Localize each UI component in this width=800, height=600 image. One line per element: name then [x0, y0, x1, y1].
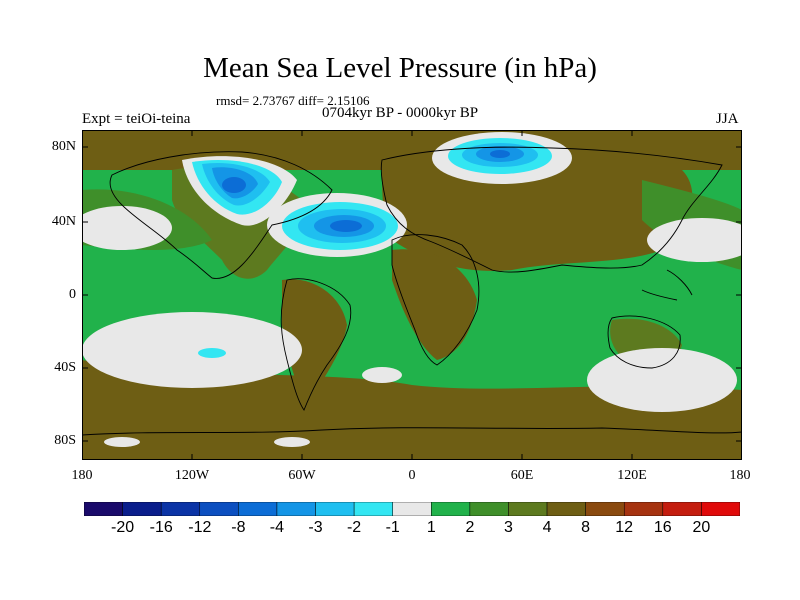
lon-label-120w: 120W [174, 468, 210, 483]
period-subtitle: 0704kyr BP - 0000kyr BP [321, 105, 479, 121]
colorbar-swatch [122, 502, 162, 516]
experiment-label: Expt = teiOi-teina [82, 111, 191, 127]
southern-ocean-band [82, 360, 742, 460]
africa-field [392, 249, 477, 360]
lat-label-80s: 80S [54, 433, 76, 448]
lon-label-60e: 60E [510, 468, 534, 483]
colorbar-swatch [623, 502, 664, 516]
colorbar-label: 8 [581, 519, 591, 536]
lon-label-120e: 120E [617, 468, 647, 483]
lon-label-180e: 180 [729, 468, 751, 483]
north-pacific-neutral [82, 206, 172, 250]
colorbar-label: 20 [692, 519, 711, 536]
colorbar-swatch [160, 502, 201, 516]
rmsd-diff-stats: rmsd= 2.73767 diff= 2.15106 [216, 93, 370, 108]
lon-label-180w: 180 [71, 468, 93, 483]
lat-label-40n: 40N [51, 214, 76, 229]
colorbar-label: -4 [269, 519, 284, 536]
pressure-map [82, 130, 742, 460]
colorbar-label: -8 [231, 519, 246, 536]
eurasia-field [382, 170, 693, 271]
coastlines [109, 146, 723, 411]
colorbar-label: 16 [653, 519, 672, 536]
colorbar-swatch [199, 502, 239, 516]
south-america-field [282, 279, 347, 405]
map-title: Mean Sea Level Pressure (in hPa) [203, 52, 597, 84]
colorbar-label: -12 [188, 519, 212, 536]
colorbar-label: 1 [426, 519, 436, 536]
colorbar-swatch [469, 502, 509, 516]
lat-label-40s: 40S [54, 360, 76, 375]
colorbar-label: -1 [385, 519, 400, 536]
colorbar-swatch [662, 502, 702, 516]
west-pacific-neutral [647, 218, 742, 262]
colorbar-swatch [701, 502, 740, 516]
lat-label-80n: 80N [51, 139, 76, 154]
lon-label-0: 0 [408, 468, 416, 483]
colorbar-swatch [431, 502, 471, 516]
colorbar-label: -20 [111, 519, 135, 536]
colorbar-label: 3 [504, 519, 513, 536]
colorbar-label: 12 [615, 519, 634, 536]
colorbar-label: -3 [308, 519, 323, 536]
colorbar-label: -16 [149, 519, 173, 536]
season-label: JJA [716, 111, 739, 127]
colorbar-label: -2 [346, 519, 362, 536]
colorbar [84, 502, 740, 516]
axis-ticks [82, 130, 742, 460]
colorbar-swatch [238, 502, 278, 516]
colorbar-label: 4 [542, 519, 552, 536]
colorbar-swatch [353, 502, 393, 516]
lat-label-0: 0 [69, 287, 76, 302]
antarctica-coast [82, 427, 742, 436]
colorbar-swatch [315, 502, 355, 516]
colorbar-swatch [508, 502, 548, 516]
indian-ocean-neutral [587, 348, 737, 412]
colorbar-swatch [392, 502, 432, 516]
south-pacific-neutral [82, 312, 302, 388]
colorbar-label: 2 [465, 519, 475, 536]
colorbar-swatch [546, 502, 586, 516]
lon-label-60w: 60W [288, 468, 316, 483]
colorbar-swatch [585, 502, 625, 516]
colorbar-swatch [84, 502, 123, 516]
colorbar-swatch [276, 502, 316, 516]
